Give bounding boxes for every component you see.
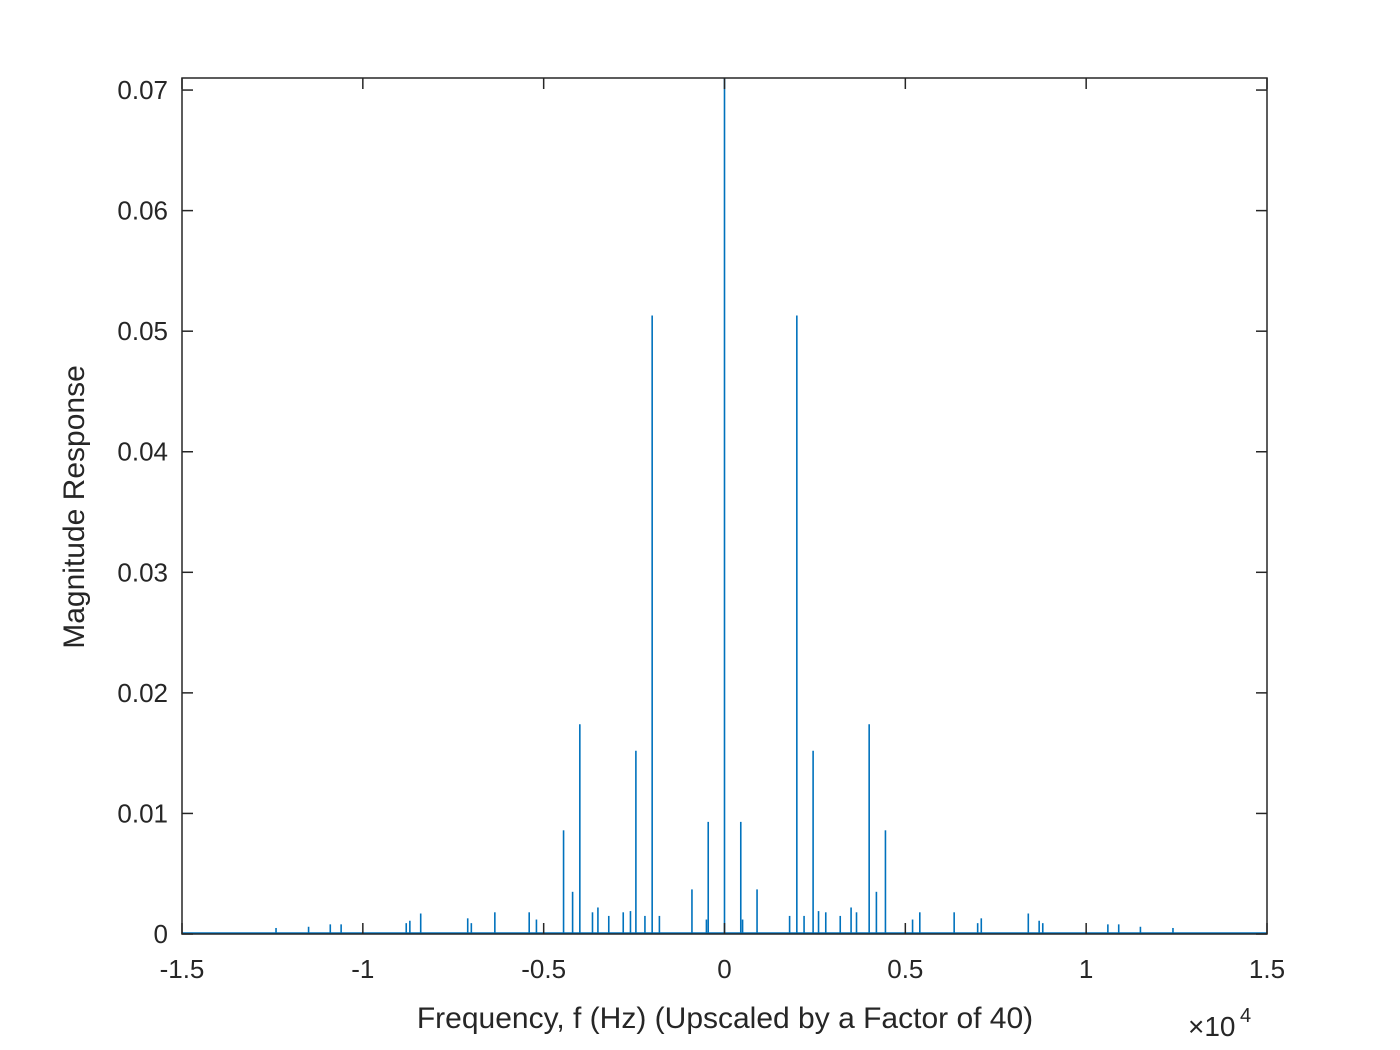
x-tick-label: 1 bbox=[1079, 954, 1093, 984]
x-axis-label: Frequency, f (Hz) (Upscaled by a Factor … bbox=[417, 1002, 1033, 1035]
y-tick-label: 0.06 bbox=[117, 196, 168, 226]
x-tick-label: -1.5 bbox=[160, 954, 205, 984]
x-tick-label: -1 bbox=[351, 954, 374, 984]
y-tick-label: 0.04 bbox=[117, 437, 168, 467]
x-exponent-label: ×10 4 bbox=[1188, 1005, 1251, 1042]
spectrum-line bbox=[182, 78, 1267, 934]
y-tick-label: 0.05 bbox=[117, 316, 168, 346]
y-tick-label: 0 bbox=[154, 919, 168, 949]
y-tick-label: 0.03 bbox=[117, 557, 168, 587]
y-tick-label: 0.07 bbox=[117, 75, 168, 105]
y-axis-label: Magnitude Response bbox=[58, 365, 91, 649]
x-tick-label: 1.5 bbox=[1249, 954, 1285, 984]
y-tick-label: 0.01 bbox=[117, 798, 168, 828]
x-tick-label: 0.5 bbox=[887, 954, 923, 984]
x-tick-label: 0 bbox=[717, 954, 731, 984]
y-tick-label: 0.02 bbox=[117, 678, 168, 708]
x-axis: -1.5 -1 -0.5 0 0.5 1 1.5 bbox=[160, 78, 1285, 984]
x-tick-label: -0.5 bbox=[521, 954, 566, 984]
y-axis: 0 0.01 0.02 0.03 0.04 0.05 0.06 0.07 bbox=[117, 75, 1267, 949]
x-exponent-power: 4 bbox=[1240, 1005, 1251, 1027]
x-exponent-times: ×10 bbox=[1188, 1011, 1236, 1042]
